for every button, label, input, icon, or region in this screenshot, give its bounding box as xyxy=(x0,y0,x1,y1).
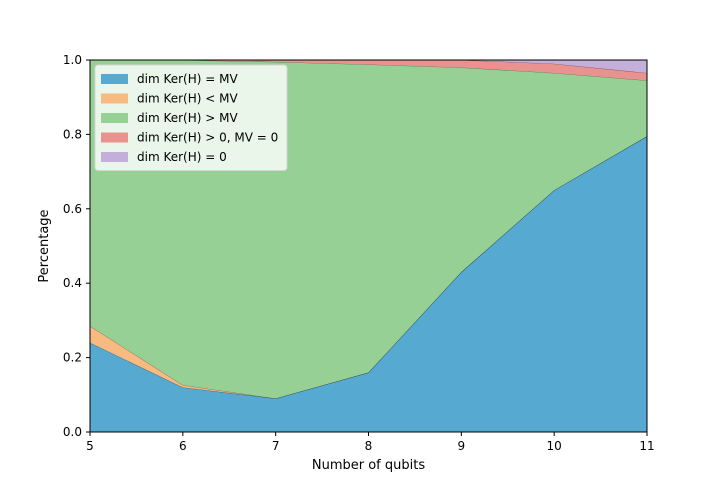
area-series-4 xyxy=(90,60,647,81)
y-tick-label: 0.6 xyxy=(63,202,82,216)
y-axis-label: Percentage xyxy=(37,209,52,282)
y-tick-label: 0.4 xyxy=(63,276,82,290)
legend-swatch xyxy=(101,132,128,143)
legend-label: dim Ker(H) = 0 xyxy=(137,150,227,164)
legend-label: dim Ker(H) < MV xyxy=(137,92,238,106)
legend-label: dim Ker(H) = MV xyxy=(137,72,238,86)
x-tick-label: 8 xyxy=(365,439,373,453)
x-axis-label: Number of qubits xyxy=(312,458,425,473)
x-tick-label: 9 xyxy=(458,439,466,453)
x-tick-label: 5 xyxy=(86,439,94,453)
x-tick-label: 10 xyxy=(547,439,562,453)
legend-swatch xyxy=(101,113,128,123)
area-series-1 xyxy=(90,136,647,432)
x-tick-label: 7 xyxy=(272,439,280,453)
legend-swatch xyxy=(101,93,128,104)
legend-label: dim Ker(H) > MV xyxy=(137,111,238,125)
legend-label: dim Ker(H) > 0, MV = 0 xyxy=(137,131,278,145)
legend-swatch xyxy=(101,152,128,162)
x-tick-label: 6 xyxy=(179,439,187,453)
y-tick-label: 0.0 xyxy=(63,425,82,439)
legend-swatch xyxy=(101,74,128,84)
y-tick-label: 1.0 xyxy=(63,53,82,67)
y-tick-label: 0.8 xyxy=(63,127,82,141)
legend: dim Ker(H) = MV dim Ker(H) < MV dim Ker(H)… xyxy=(94,64,288,171)
area-series-5 xyxy=(90,60,647,74)
x-tick-label: 11 xyxy=(639,439,654,453)
y-tick-label: 0.2 xyxy=(63,351,82,365)
axes-group: 5 6 7 8 9 10 11 0.0 0.2 0.4 0.6 0.8 1.0 xyxy=(63,53,655,453)
legend-box xyxy=(94,64,288,171)
